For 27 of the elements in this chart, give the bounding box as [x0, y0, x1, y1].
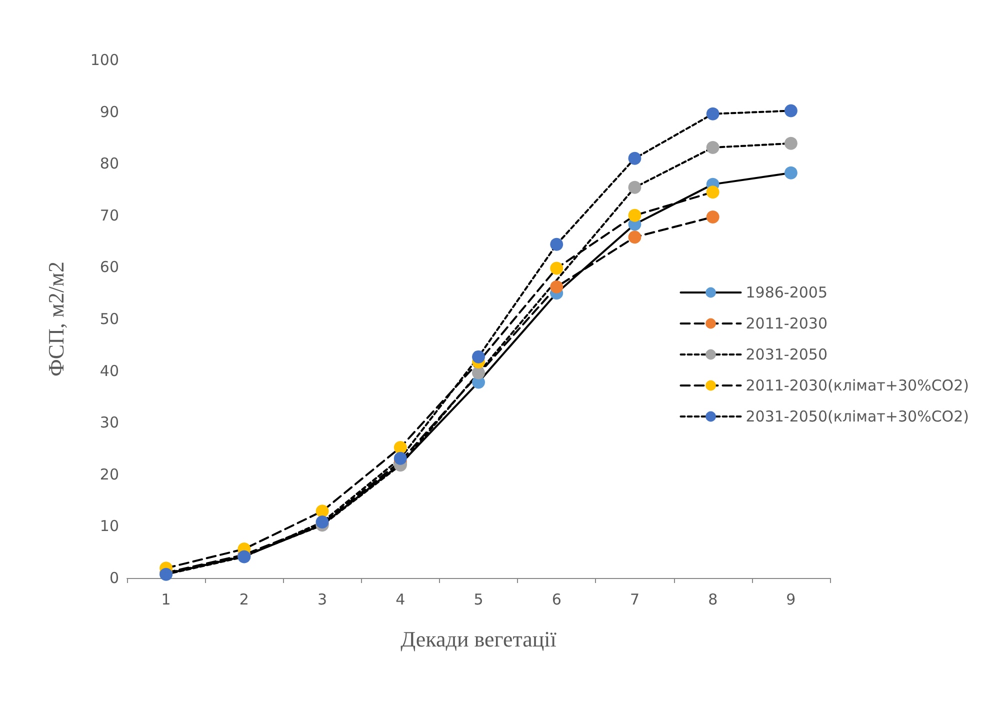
y-tick-label: 70 — [100, 206, 119, 224]
x-tick-label: 2 — [239, 590, 249, 608]
legend-label: 2011-2030(клімат+30%CO2) — [746, 376, 970, 394]
x-axis-title: Декади вегетації — [400, 626, 558, 652]
legend-label: 2031-2050(клімат+30%CO2) — [746, 408, 970, 426]
x-tick-label: 3 — [318, 590, 328, 608]
x-tick-label: 9 — [786, 590, 796, 608]
y-axis-title: ФСП, м2/м2 — [44, 262, 68, 376]
x-tick-label: 1 — [161, 590, 171, 608]
y-tick-label: 60 — [100, 258, 119, 276]
y-tick-label: 100 — [90, 51, 119, 69]
x-tick-label: 4 — [396, 590, 406, 608]
y-tick-label: 90 — [100, 102, 119, 121]
y-tick-label: 50 — [100, 310, 119, 328]
x-tick-label: 7 — [630, 590, 640, 608]
legend-label: 2031-2050 — [746, 346, 828, 364]
legend-label: 2011-2030 — [746, 314, 828, 332]
y-tick-label: 80 — [100, 154, 119, 173]
legend-label: 1986-2005 — [746, 284, 828, 302]
x-tick-label: 6 — [552, 590, 562, 608]
x-tick-label: 5 — [474, 590, 484, 608]
y-tick-label: 0 — [109, 569, 119, 587]
x-tick-label: 8 — [708, 590, 718, 608]
y-tick-label: 40 — [100, 362, 119, 380]
y-tick-label: 30 — [100, 414, 119, 432]
y-tick-label: 20 — [100, 465, 119, 484]
y-tick-label: 10 — [100, 517, 119, 536]
